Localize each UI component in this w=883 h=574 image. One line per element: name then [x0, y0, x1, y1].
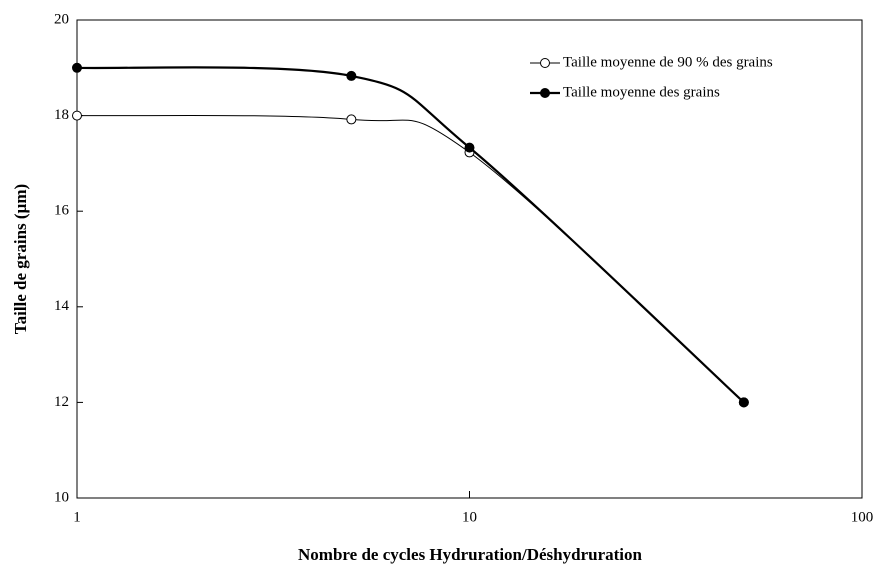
x-tick-label: 10	[462, 509, 477, 525]
legend-marker	[540, 88, 550, 98]
data-point	[346, 114, 357, 125]
data-point	[72, 62, 82, 73]
series-line	[76, 66, 745, 404]
y-axis-label: Taille de grains (µm)	[11, 184, 30, 334]
x-tick-label: 1	[73, 509, 81, 525]
data-point	[738, 397, 749, 408]
plot-frame	[76, 19, 863, 499]
x-tick-label: 100	[851, 509, 874, 525]
y-tick-label: 12	[54, 394, 69, 410]
legend-marker	[540, 58, 550, 68]
y-tick-label: 10	[54, 489, 69, 505]
y-tick-label: 20	[54, 11, 69, 27]
x-axis-label: Nombre de cycles Hydruration/Déshydrurat…	[298, 545, 642, 564]
legend-label: Taille moyenne de 90 % des grains	[563, 54, 773, 70]
data-point	[346, 70, 357, 81]
legend-label: Taille moyenne des grains	[563, 84, 720, 100]
data-point	[72, 110, 82, 121]
data-point	[464, 142, 475, 153]
y-tick-label: 18	[54, 107, 69, 123]
series-line	[76, 114, 745, 403]
y-tick-label: 14	[54, 298, 70, 314]
y-tick-label: 16	[54, 203, 70, 219]
